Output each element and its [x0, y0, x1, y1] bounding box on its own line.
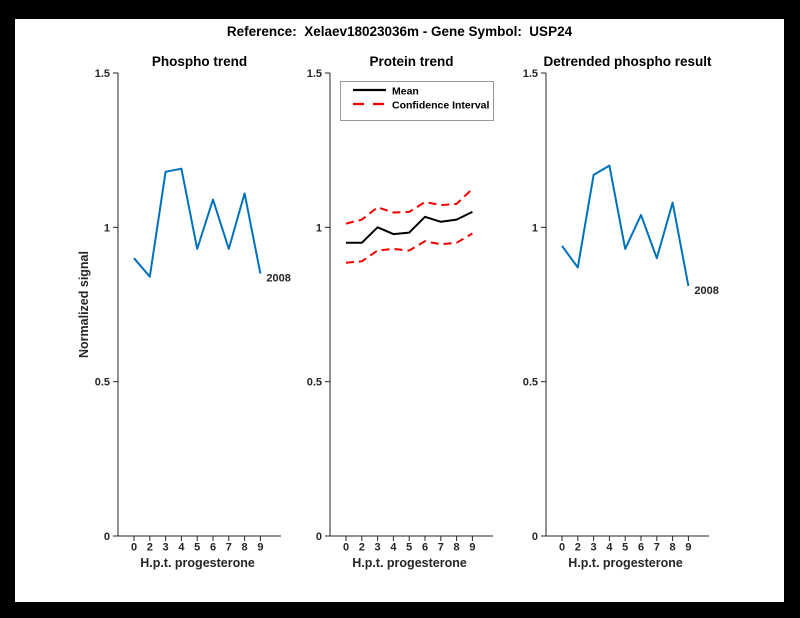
y-tick-label: 0: [104, 531, 110, 543]
axis-lines: [329, 73, 493, 537]
y-tick-label: 1.5: [307, 68, 322, 80]
y-tick-label: 1: [104, 222, 110, 234]
x-tick-label: 6: [422, 542, 428, 554]
y-tick-label: 1: [316, 222, 322, 234]
x-tick-label: 7: [226, 542, 232, 554]
axis-lines: [117, 73, 281, 537]
y-axis-label: Normalized signal: [77, 251, 91, 358]
x-axis-label: H.p.t. progesterone: [140, 556, 255, 570]
x-axis-label: H.p.t. progesterone: [568, 556, 683, 570]
x-tick-label: 4: [390, 542, 397, 554]
x-tick-label: 2: [575, 542, 581, 554]
y-tick-label: 0: [316, 531, 322, 543]
figure-canvas: Reference: Xelaev18023036m - Gene Symbol…: [15, 19, 784, 602]
y-tick-label: 0.5: [95, 377, 110, 389]
legend-label-0: Mean: [392, 86, 419, 98]
x-tick-label: 5: [406, 542, 412, 554]
x-tick-label: 5: [194, 542, 200, 554]
x-tick-label: 8: [670, 542, 676, 554]
x-axis-label: H.p.t. progesterone: [352, 556, 467, 570]
y-tick-label: 0: [532, 531, 538, 543]
x-tick-label: 9: [685, 542, 691, 554]
series-line-ci-lower: [345, 232, 473, 264]
x-tick-label: 3: [163, 542, 169, 554]
x-tick-label: 2: [359, 542, 365, 554]
x-tick-label: 9: [257, 542, 263, 554]
legend-box: [340, 81, 494, 121]
x-tick-label: 0: [559, 542, 565, 554]
y-tick-label: 1: [532, 222, 538, 234]
chart-title: Protein trend: [369, 54, 453, 69]
x-tick-label: 4: [606, 542, 613, 554]
x-tick-label: 7: [438, 542, 444, 554]
y-tick-label: 0.5: [523, 377, 538, 389]
x-tick-label: 7: [654, 542, 660, 554]
x-tick-label: 8: [242, 542, 248, 554]
chart-title: Detrended phospho result: [543, 54, 712, 69]
x-tick-label: 6: [210, 542, 216, 554]
legend: Mean Confidence Interval: [340, 81, 494, 121]
x-tick-label: 2: [147, 542, 153, 554]
series-line-mean: [346, 211, 473, 244]
axis-lines: [545, 73, 709, 537]
x-tick-label: 4: [178, 542, 185, 554]
y-tick-label: 0.5: [307, 377, 322, 389]
end-year-label: 2008: [266, 273, 290, 285]
series-line-phospho-signal: [133, 167, 262, 278]
series-line-detrended-phospho: [561, 164, 690, 287]
x-tick-label: 3: [591, 542, 597, 554]
y-tick-label: 1.5: [523, 68, 538, 80]
x-tick-label: 8: [454, 542, 460, 554]
x-tick-label: 0: [343, 542, 349, 554]
legend-label-1: Confidence Interval: [392, 100, 490, 112]
x-tick-label: 6: [638, 542, 644, 554]
x-tick-label: 5: [622, 542, 628, 554]
x-tick-label: 0: [131, 542, 137, 554]
series-line-ci-upper: [345, 188, 474, 225]
end-year-label: 2008: [694, 285, 718, 297]
chart-title: Phospho trend: [152, 54, 247, 69]
figure-title: Reference: Xelaev18023036m - Gene Symbol…: [226, 24, 573, 39]
y-tick-label: 1.5: [95, 68, 110, 80]
x-tick-label: 3: [375, 542, 381, 554]
x-tick-label: 9: [469, 542, 475, 554]
